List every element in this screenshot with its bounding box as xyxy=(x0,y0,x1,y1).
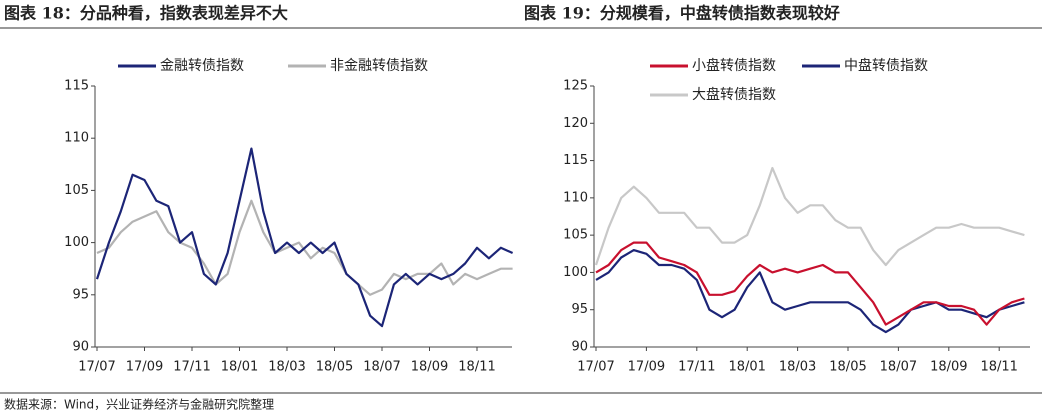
series-line xyxy=(595,241,1025,326)
legend-label: 金融转债指数 xyxy=(160,58,244,74)
x-tick-label: 18/05 xyxy=(829,360,866,375)
legend-label: 非金融转债指数 xyxy=(330,58,428,74)
series-line xyxy=(96,199,513,296)
source-note: 数据来源：Wind，兴业证券经济与金融研究院整理 xyxy=(4,397,274,412)
y-tick-label: 100 xyxy=(64,235,89,250)
y-tick-label: 90 xyxy=(72,340,89,355)
y-tick-label: 110 xyxy=(563,190,588,205)
y-tick-label: 100 xyxy=(563,265,588,280)
legend-label: 大盘转债指数 xyxy=(692,86,776,103)
x-tick-label: 18/05 xyxy=(316,360,353,375)
y-tick-label: 110 xyxy=(64,131,89,146)
y-tick-label: 105 xyxy=(563,228,588,243)
y-tick-label: 120 xyxy=(563,116,588,131)
legend-label: 小盘转债指数 xyxy=(692,57,776,74)
legend-label: 中盘转债指数 xyxy=(844,57,928,74)
y-tick-label: 105 xyxy=(64,183,89,198)
x-tick-label: 18/11 xyxy=(980,360,1017,375)
x-tick-label: 17/07 xyxy=(78,360,115,375)
x-tick-label: 17/09 xyxy=(126,360,163,375)
y-tick-label: 125 xyxy=(563,79,588,94)
series-line xyxy=(595,249,1025,334)
series-line xyxy=(594,166,1025,267)
x-tick-label: 18/09 xyxy=(930,360,967,375)
x-tick-label: 18/03 xyxy=(268,360,305,375)
series-line xyxy=(95,147,514,328)
x-tick-label: 17/07 xyxy=(577,360,614,375)
chart-title: 图表 18：分品种看，指数表现差异不大 xyxy=(4,4,288,23)
x-tick-label: 17/09 xyxy=(628,360,665,375)
x-tick-label: 18/09 xyxy=(411,360,448,375)
x-tick-label: 18/03 xyxy=(779,360,816,375)
chart-title: 图表 19：分规模看，中盘转债指数表现较好 xyxy=(524,4,840,23)
x-tick-label: 18/11 xyxy=(458,360,495,375)
x-tick-label: 17/11 xyxy=(678,360,715,375)
x-tick-label: 18/01 xyxy=(221,360,258,375)
x-tick-label: 18/07 xyxy=(363,360,400,375)
y-tick-label: 90 xyxy=(571,340,588,355)
x-tick-label: 17/11 xyxy=(173,360,210,375)
y-tick-label: 115 xyxy=(64,79,89,94)
y-tick-label: 95 xyxy=(571,302,588,317)
y-tick-label: 95 xyxy=(72,287,89,302)
y-tick-label: 115 xyxy=(563,153,588,168)
x-tick-label: 18/07 xyxy=(880,360,917,375)
x-tick-label: 18/01 xyxy=(728,360,765,375)
